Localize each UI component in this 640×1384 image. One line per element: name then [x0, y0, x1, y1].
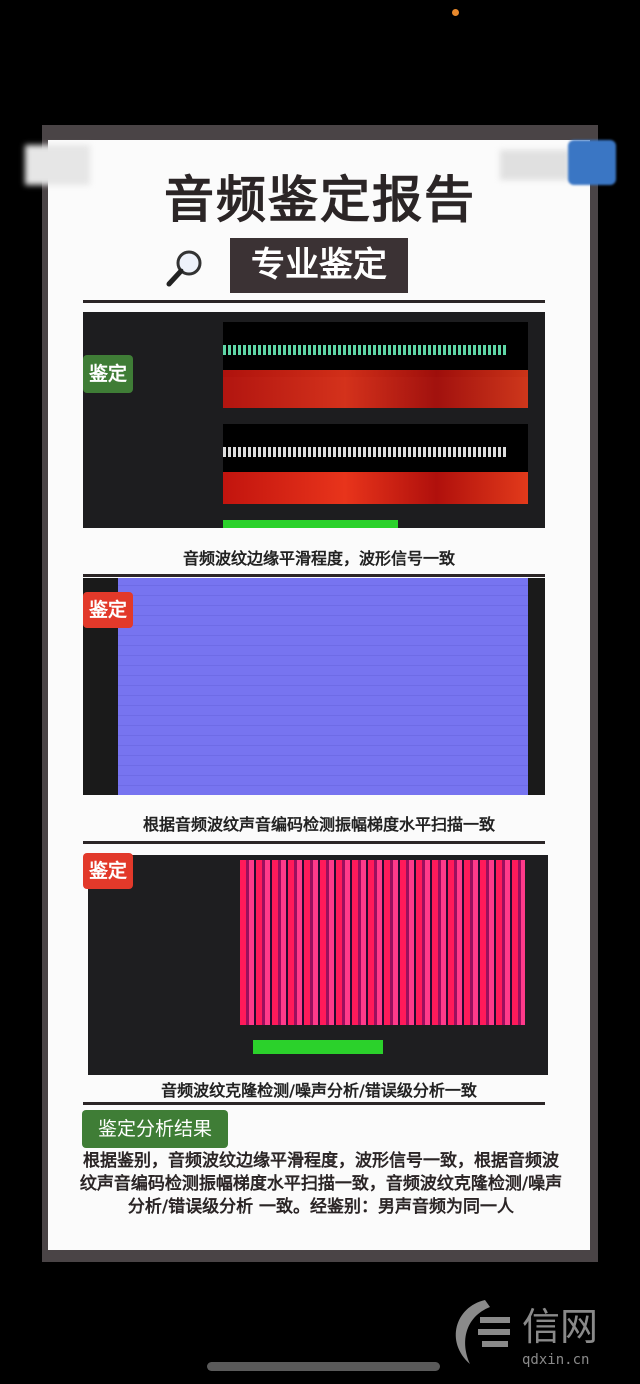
home-indicator[interactable]	[207, 1362, 440, 1371]
verify-badge: 鉴定	[83, 592, 133, 628]
blurred-area	[500, 150, 570, 180]
divider	[83, 1102, 545, 1105]
divider	[83, 841, 545, 844]
magnifier-icon	[166, 250, 202, 287]
blurred-area	[25, 145, 90, 185]
subtitle-banner: 专业鉴定	[230, 238, 408, 293]
amplitude-scan-screenshot	[83, 578, 545, 795]
logo-domain: qdxin.cn	[522, 1352, 589, 1368]
blurred-icon	[568, 140, 616, 185]
noise-analysis-screenshot	[88, 855, 548, 1075]
verify-badge: 鉴定	[83, 355, 133, 393]
logo-text: 信网	[522, 1305, 598, 1349]
result-text: 根据鉴别，音频波纹边缘平滑程度，波形信号一致，根据音频波纹声音编码检测振幅梯度水…	[79, 1151, 563, 1217]
audio-editor-screenshot	[83, 312, 545, 528]
divider	[83, 574, 545, 577]
result-badge: 鉴定分析结果	[82, 1110, 228, 1148]
verify-badge: 鉴定	[83, 853, 133, 889]
qdxin-watermark-logo: 信网 qdxin.cn	[455, 1300, 598, 1368]
caption: 根据音频波纹声音编码检测振幅梯度水平扫描一致	[142, 815, 495, 834]
status-dot	[452, 9, 459, 16]
caption: 音频波纹边缘平滑程度，波形信号一致	[182, 549, 455, 568]
caption: 音频波纹克隆检测/噪声分析/错误级分析一致	[161, 1081, 477, 1100]
divider	[83, 300, 545, 303]
report-title: 音频鉴定报告	[164, 171, 476, 229]
